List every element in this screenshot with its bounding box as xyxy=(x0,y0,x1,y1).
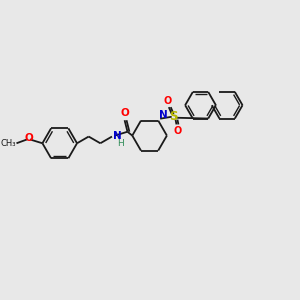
Text: O: O xyxy=(120,108,129,118)
Text: S: S xyxy=(169,110,178,123)
Text: O: O xyxy=(164,96,172,106)
Text: O: O xyxy=(25,134,33,143)
Text: N: N xyxy=(159,110,168,120)
Text: O: O xyxy=(173,126,181,136)
Text: CH₃: CH₃ xyxy=(0,139,16,148)
Text: N: N xyxy=(113,131,122,141)
Text: H: H xyxy=(117,140,124,148)
